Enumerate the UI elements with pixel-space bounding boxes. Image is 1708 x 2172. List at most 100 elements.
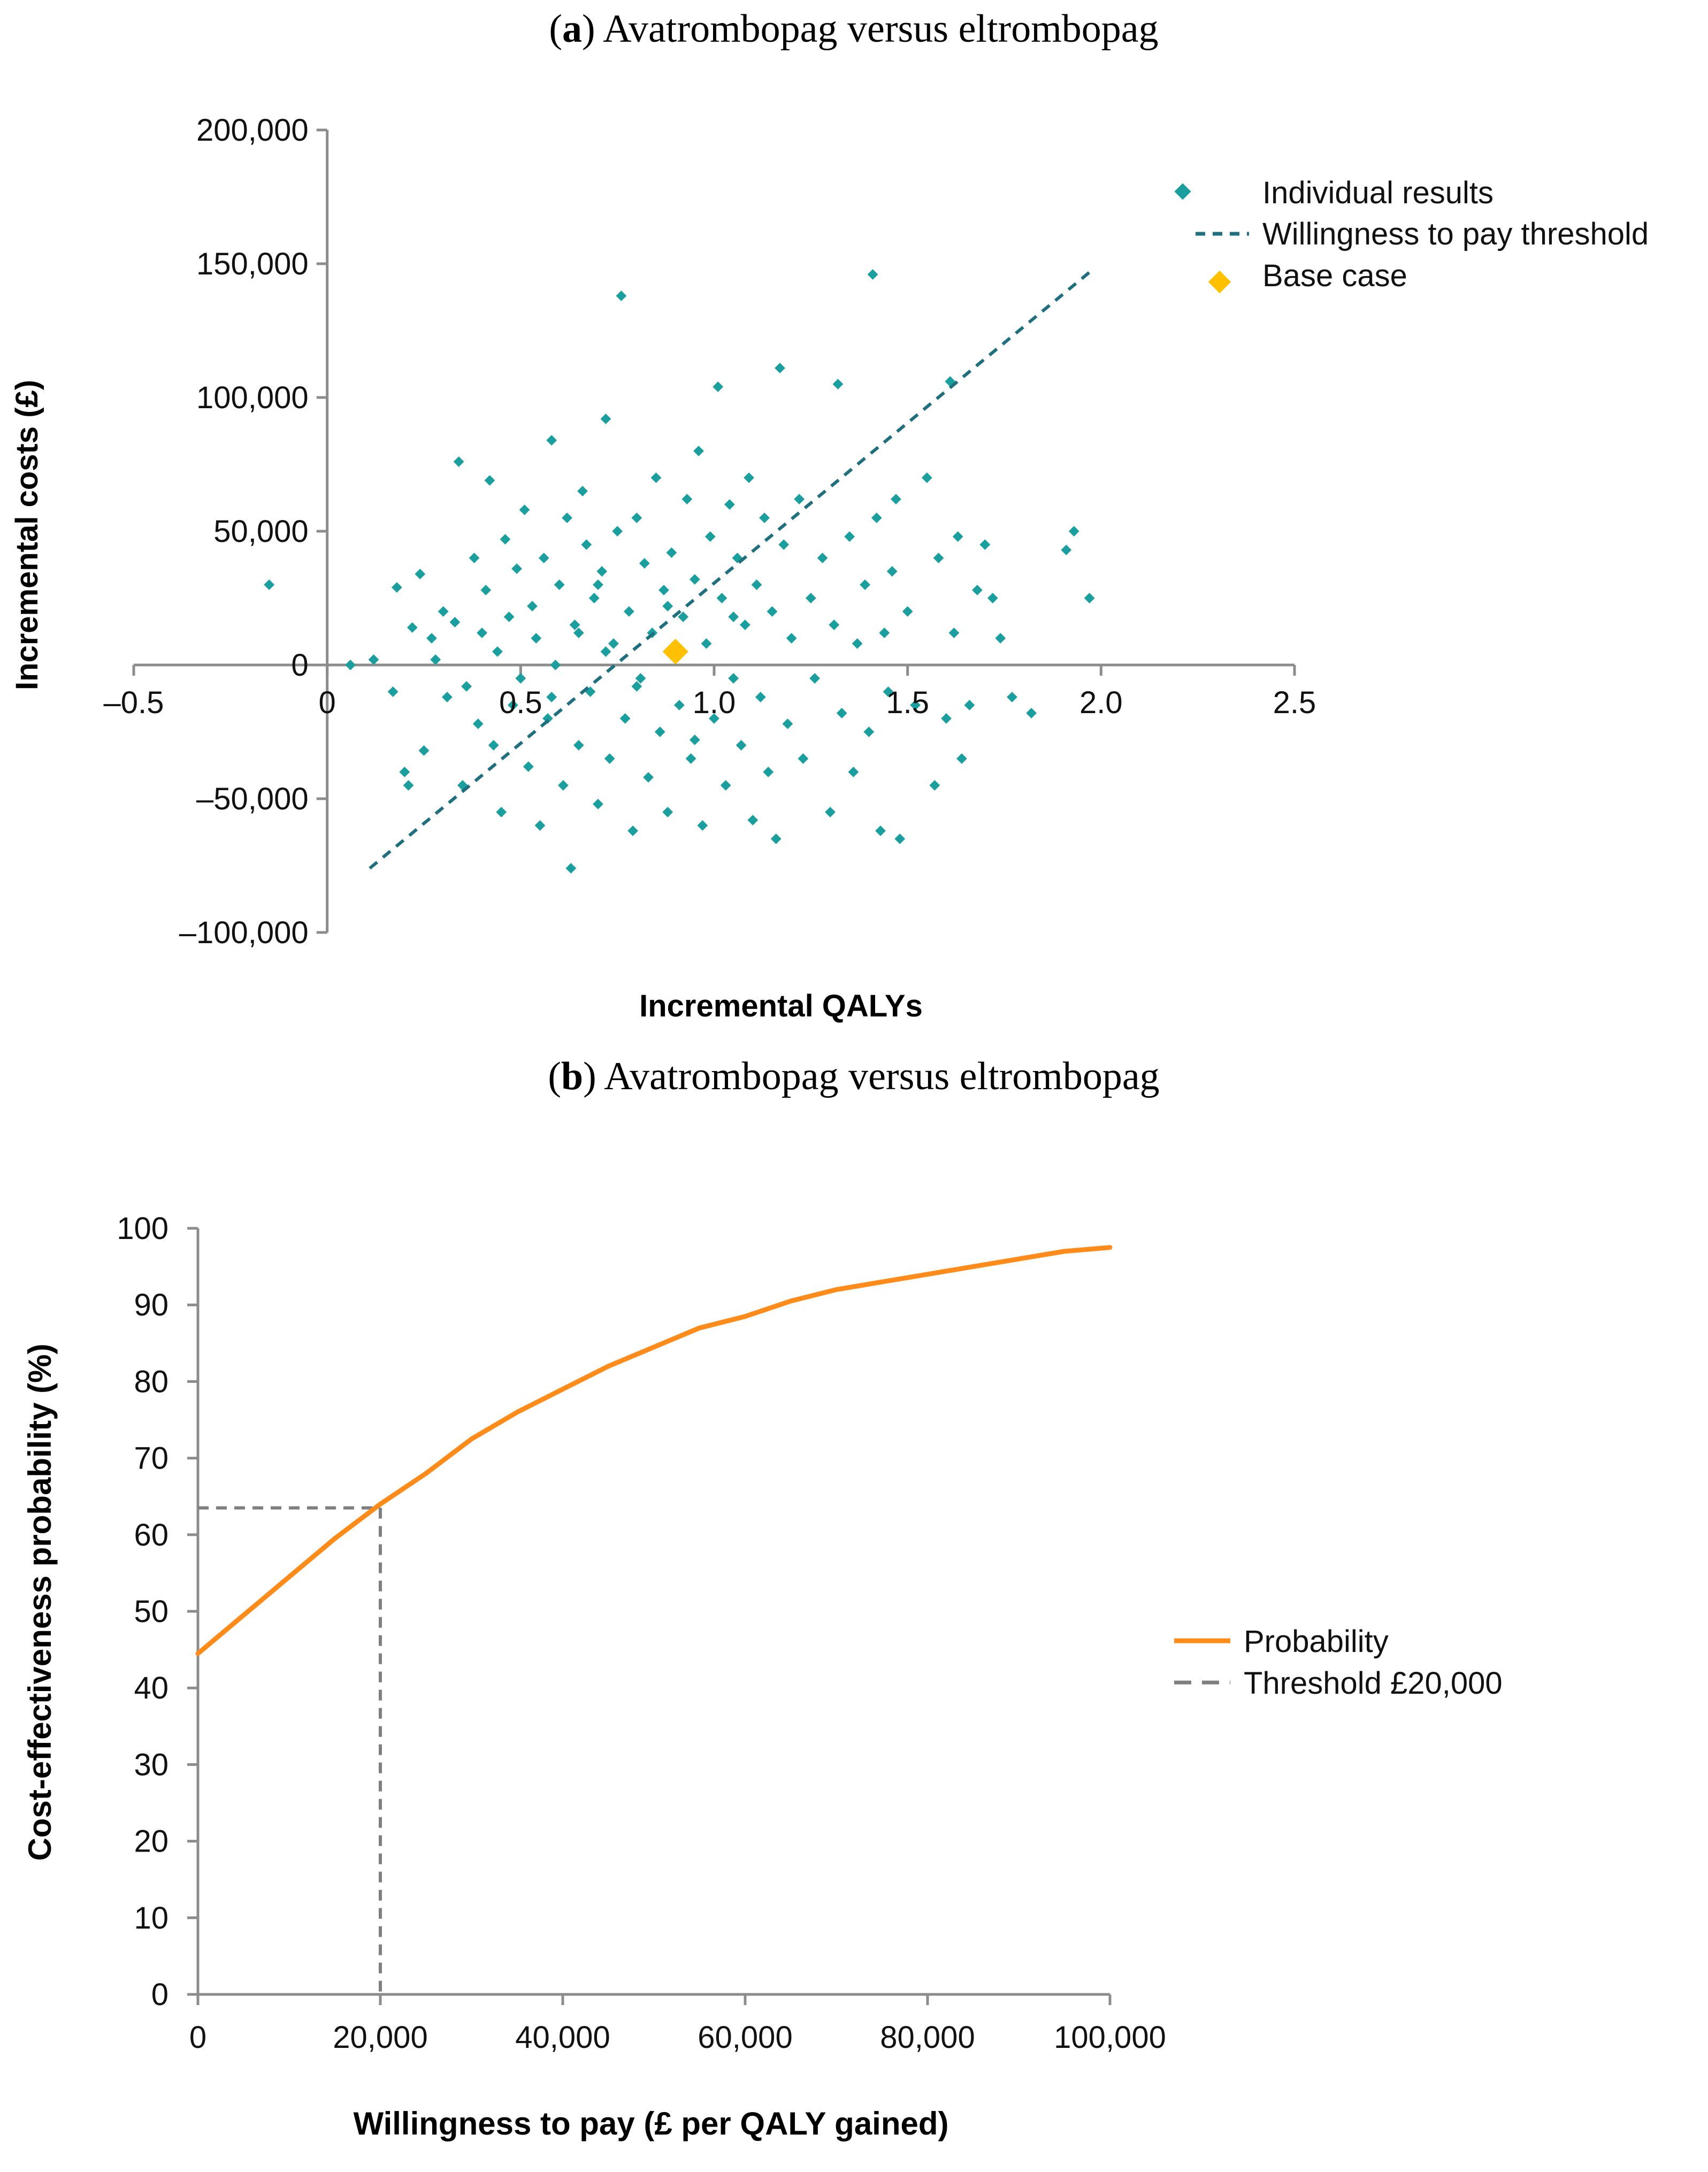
scatter-point: [701, 638, 712, 649]
scatter-point: [678, 611, 689, 622]
scatter-point: [829, 620, 840, 630]
scatter-point: [716, 593, 727, 603]
panel-b-y-tick-label: 40: [134, 1671, 168, 1706]
scatter-point: [619, 713, 631, 724]
panel-b-y-tick-label: 90: [134, 1288, 168, 1322]
scatter-point: [894, 833, 906, 844]
panel-b-series: [195, 1245, 1113, 1656]
panel-a-y-tick-labels: –100,000 –50,000 0 50,000 100,000 150,000 200,…: [179, 113, 309, 950]
panel-b-x-tick-label: 60,000: [698, 2020, 792, 2055]
scatter-point: [403, 780, 414, 791]
panel-b-x-axis-label: Willingness to pay (£ per QALY gained): [353, 2106, 948, 2142]
scatter-point: [728, 611, 739, 622]
scatter-point: [631, 513, 642, 523]
scatter-point: [971, 585, 983, 595]
panel-a-x-tick-label: –0.5: [104, 685, 164, 720]
scatter-point: [921, 472, 932, 483]
scatter-point: [600, 646, 611, 657]
scatter-point: [879, 628, 890, 638]
scatter-point: [763, 767, 774, 777]
scatter-point: [759, 513, 770, 523]
panel-b-y-tick-label: 20: [134, 1824, 168, 1859]
scatter-point: [511, 563, 522, 574]
scatter-point: [527, 601, 538, 611]
scatter-point: [507, 700, 518, 710]
scatter-point: [693, 446, 704, 456]
scatter-point: [593, 579, 603, 590]
scatter-point: [805, 593, 816, 603]
panel-a-wtp-line: [369, 267, 1094, 870]
panel-b-y-tick-label: 70: [134, 1441, 168, 1476]
scatter-point: [751, 579, 762, 590]
scatter-point: [929, 780, 940, 791]
scatter-point: [588, 593, 600, 603]
scatter-point: [438, 606, 449, 617]
panel-b-y-axis-label: Cost-effectiveness probability (%): [22, 1344, 58, 1861]
scatter-point: [531, 633, 542, 644]
panel-b-y-tick-labels: 0 10 20 30 40 50 60 70 80 90 100: [117, 1211, 168, 2012]
scatter-point: [891, 494, 901, 504]
scatter-point: [979, 539, 991, 550]
scatter-point: [631, 681, 642, 692]
scatter-point: [875, 825, 886, 836]
legend-threshold-label: Threshold £20,000: [1244, 1666, 1503, 1701]
scatter-point: [844, 531, 855, 542]
scatter-point: [848, 767, 859, 777]
scatter-point: [794, 494, 805, 504]
panel-a-x-tick-label: 1.0: [693, 685, 736, 720]
panel-a-x-tick-label: 0: [319, 685, 336, 720]
scatter-point: [643, 772, 654, 783]
scatter-point: [546, 435, 557, 446]
panel-b-title: (b) Avatrombopag versus eltrombopag: [548, 1054, 1159, 1098]
scatter-point: [480, 585, 492, 595]
panel-a-x-axis-label: Incremental QALYs: [639, 989, 923, 1023]
scatter-point: [689, 574, 700, 585]
scatter-point: [562, 513, 573, 523]
scatter-point: [728, 673, 739, 684]
legend-wtp-label: Willingness to pay threshold: [1262, 217, 1649, 251]
scatter-point: [616, 290, 627, 301]
scatter-point: [697, 820, 708, 831]
scatter-point: [554, 579, 565, 590]
scatter-point: [515, 673, 526, 684]
scatter-point: [573, 628, 584, 638]
scatter-point: [399, 767, 410, 777]
scatter-point: [775, 363, 785, 373]
legend-probability-label: Probability: [1244, 1624, 1389, 1659]
scatter-point: [902, 606, 913, 617]
scatter-point: [442, 692, 453, 702]
scatter-point: [867, 269, 878, 280]
scatter-point: [565, 863, 577, 874]
scatter-point: [809, 673, 820, 684]
scatter-point: [1007, 692, 1017, 702]
panel-a-y-tick-label: 0: [291, 648, 308, 683]
scatter-point: [798, 753, 809, 764]
panel-a-y-tick-label: –100,000: [179, 915, 309, 950]
scatter-point: [685, 753, 696, 764]
scatter-point: [488, 740, 499, 751]
scatter-point: [744, 472, 754, 483]
scatter-point: [860, 579, 870, 590]
scatter-point: [519, 504, 530, 515]
panel-b-y-tick-label: 30: [134, 1747, 168, 1782]
panel-a-x-tick-label: 2.5: [1273, 685, 1316, 720]
scatter-point: [496, 807, 507, 817]
scatter-point: [852, 638, 863, 649]
scatter-point: [933, 553, 944, 563]
scatter-point: [747, 815, 759, 825]
scatter-point: [538, 553, 549, 563]
scatter-point: [407, 622, 418, 633]
scatter-point: [426, 633, 437, 644]
scatter-point: [786, 633, 797, 644]
scatter-point: [736, 740, 747, 751]
scatter-point: [546, 692, 557, 702]
scatter-point: [345, 660, 356, 670]
scatter-point: [577, 486, 588, 496]
panel-b-x-tick-label: 20,000: [333, 2020, 427, 2055]
scatter-point: [778, 539, 790, 550]
panel-b-y-tick-label: 80: [134, 1364, 168, 1399]
panel-b-y-tick-label: 100: [117, 1211, 168, 1246]
scatter-point: [662, 807, 673, 817]
legend-individual-results-marker: [1174, 183, 1191, 200]
